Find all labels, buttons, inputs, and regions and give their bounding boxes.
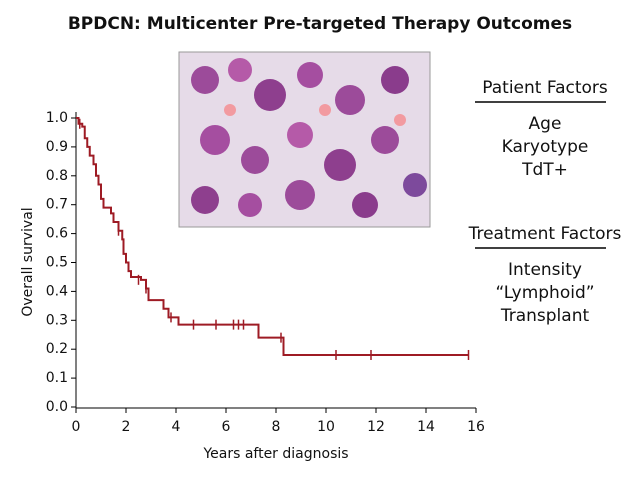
panel-item: “Lymphoid” <box>495 283 594 303</box>
x-tick-label: 6 <box>222 419 231 435</box>
y-tick-label: 0.8 <box>46 168 68 184</box>
x-tick-label: 0 <box>72 419 81 435</box>
x-axis-label: Years after diagnosis <box>202 446 348 462</box>
survival-curve <box>76 117 469 356</box>
x-tick-label: 12 <box>367 419 385 435</box>
panel-item: TdT+ <box>521 160 568 180</box>
x-tick-label: 10 <box>317 419 335 435</box>
y-tick-label: 1.0 <box>46 110 68 126</box>
y-tick-label: 0.5 <box>46 255 68 271</box>
panel-item: Transplant <box>500 306 590 326</box>
panel-heading: Treatment Factors <box>468 224 622 244</box>
y-tick-label: 0.7 <box>46 197 68 213</box>
y-tick-label: 0.2 <box>46 341 68 357</box>
y-axis-label: Overall survival <box>20 207 36 316</box>
x-tick-label: 8 <box>272 419 281 435</box>
x-tick-label: 2 <box>122 419 131 435</box>
chart-title: BPDCN: Multicenter Pre-targeted Therapy … <box>68 14 572 34</box>
y-tick-label: 0.4 <box>46 283 68 299</box>
x-tick-label: 4 <box>172 419 181 435</box>
y-tick-label: 0.6 <box>46 226 68 242</box>
y-tick-label: 0.1 <box>46 370 68 386</box>
panel-item: Intensity <box>508 260 582 280</box>
micrograph <box>178 51 431 228</box>
panel-heading: Patient Factors <box>482 78 608 98</box>
y-tick-label: 0.9 <box>46 139 68 155</box>
y-tick-label: 0.3 <box>46 312 68 328</box>
y-tick-label: 0.0 <box>46 399 68 415</box>
panel-item: Age <box>529 114 562 134</box>
panel-item: Karyotype <box>502 137 589 157</box>
x-tick-label: 16 <box>467 419 485 435</box>
x-tick-label: 14 <box>417 419 435 435</box>
